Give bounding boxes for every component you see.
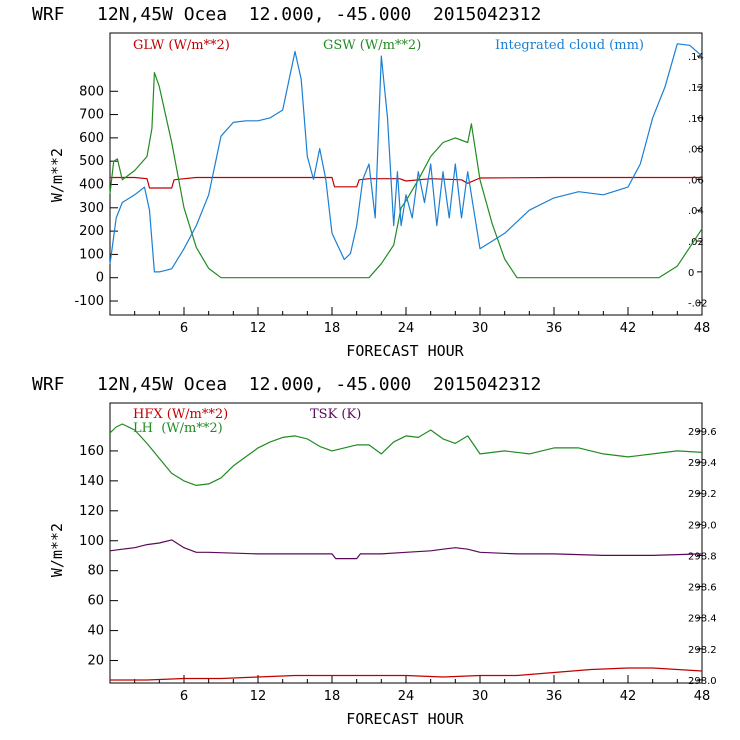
- panel2-y-tick-label: 80: [87, 564, 104, 579]
- panel2-x-tick-label: 42: [620, 689, 637, 704]
- panel2-title: WRF 12N,45W Ocea 12.000, -45.000 2015042…: [32, 374, 541, 395]
- panel1-y-tick-label: 300: [79, 201, 104, 216]
- panel2-y2-tick-label: 298.0: [688, 676, 717, 687]
- panel1-y2-tick-label: -.02: [688, 299, 708, 310]
- panel1-y-tick-label: 100: [79, 247, 104, 262]
- panel2-x-tick-label: 36: [546, 689, 563, 704]
- flux-skin-temp-panel: WRF 12N,45W Ocea 12.000, -45.000 2015042…: [32, 374, 717, 728]
- panel1-y-tick-label: 800: [79, 84, 104, 99]
- panel2-y2-tick-label: 298.4: [688, 614, 717, 625]
- panel1-axes: 6 12 18 24 30 36 42 48 -100 0 100 200 300 400 500 600 70…: [74, 52, 710, 336]
- panel2-x-tick-label: 18: [324, 689, 341, 704]
- panel2-x-tick-label: 12: [250, 689, 267, 704]
- panel1-x-tick-label: 36: [546, 321, 563, 336]
- panel1-y-axis-label: W/m**2: [48, 148, 66, 202]
- panel2-y-tick-label: 140: [79, 474, 104, 489]
- panel2-series-line-1: [109, 423, 703, 486]
- panel1-x-tick-label: 48: [694, 321, 711, 336]
- panel1-y2-tick-label: .08: [688, 145, 704, 156]
- radiation-cloud-panel: WRF 12N,45W Ocea 12.000, -45.000 2015042…: [32, 4, 710, 360]
- panel1-x-tick-label: 18: [324, 321, 341, 336]
- panel1-series-line-2: [109, 43, 703, 273]
- panel2-y-tick-label: 20: [87, 654, 104, 669]
- panel1-x-axis-label: FORECAST HOUR: [346, 342, 464, 360]
- panel1-x-tick-label: 12: [250, 321, 267, 336]
- panel2-y2-tick-label: 299.4: [688, 458, 717, 469]
- panel1-series: [109, 43, 703, 279]
- legend-integrated-cloud: Integrated cloud (mm): [495, 38, 644, 53]
- panel1-y2-tick-label: 0: [688, 268, 694, 279]
- panel2-y2-tick-label: 298.6: [688, 583, 717, 594]
- panel1-y2-tick-label: .14: [688, 52, 704, 63]
- panel1-x-tick-label: 42: [620, 321, 637, 336]
- panel2-frame: [109, 402, 703, 684]
- panel2-y-tick-label: 100: [79, 534, 104, 549]
- panel2-series: [109, 423, 703, 681]
- panel1-y-tick-label: 0: [96, 271, 104, 286]
- panel2-y2-tick-label: 298.2: [688, 645, 717, 656]
- panel1-y-tick-label: 400: [79, 177, 104, 192]
- panel2-x-tick-label: 24: [398, 689, 415, 704]
- panel1-y2-tick-label: .06: [688, 175, 704, 186]
- panel1-y-tick-label: -100: [74, 294, 104, 309]
- panel2-series-line-2: [109, 539, 703, 560]
- panel1-y-tick-label: 500: [79, 154, 104, 169]
- panel1-y2-tick-label: .12: [688, 83, 704, 94]
- panel1-y2-tick-label: .02: [688, 237, 704, 248]
- panel1-x-tick-label: 30: [472, 321, 489, 336]
- panel2-y-tick-label: 60: [87, 594, 104, 609]
- panel1-series-line-1: [109, 72, 703, 279]
- legend-glw: GLW (W/m**2): [133, 38, 230, 53]
- panel1-title: WRF 12N,45W Ocea 12.000, -45.000 2015042…: [32, 4, 541, 25]
- panel2-y2-tick-label: 299.2: [688, 489, 717, 500]
- panel2-x-axis-label: FORECAST HOUR: [346, 710, 464, 728]
- legend-tsk: TSK (K): [310, 407, 361, 422]
- legend-lh: LH (W/m**2): [133, 421, 223, 436]
- panel2-y2-tick-label: 299.6: [688, 427, 717, 438]
- panel2-y2-tick-label: 298.8: [688, 551, 717, 562]
- panel1-series-line-0: [110, 176, 702, 189]
- panel1-y-tick-label: 700: [79, 108, 104, 123]
- legend-hfx: HFX (W/m**2): [133, 407, 228, 422]
- panel2-x-tick-label: 30: [472, 689, 489, 704]
- panel2-y-tick-label: 160: [79, 444, 104, 459]
- panel1-frame: [109, 32, 703, 316]
- panel1-y-tick-label: 600: [79, 131, 104, 146]
- panel1-y2-tick-label: .04: [688, 206, 704, 217]
- legend-gsw: GSW (W/m**2): [323, 38, 421, 53]
- panel2-axes: 6 12 18 24 30 36 42 48 20 40 60 80 100 120 140 160 298.0…: [79, 427, 716, 704]
- panel1-x-tick-label: 24: [398, 321, 415, 336]
- panel2-y-tick-label: 120: [79, 504, 104, 519]
- panel1-y-tick-label: 200: [79, 224, 104, 239]
- panel1-y2-tick-label: .10: [688, 114, 704, 125]
- panel2-series-line-0: [110, 667, 703, 681]
- panel2-x-tick-label: 48: [694, 689, 711, 704]
- panel2-y-tick-label: 40: [87, 624, 104, 639]
- panel2-y-axis-label: W/m**2: [48, 523, 66, 577]
- panel2-y2-tick-label: 299.0: [688, 520, 717, 531]
- panel1-x-tick-label: 6: [180, 321, 188, 336]
- panel2-x-tick-label: 6: [180, 689, 188, 704]
